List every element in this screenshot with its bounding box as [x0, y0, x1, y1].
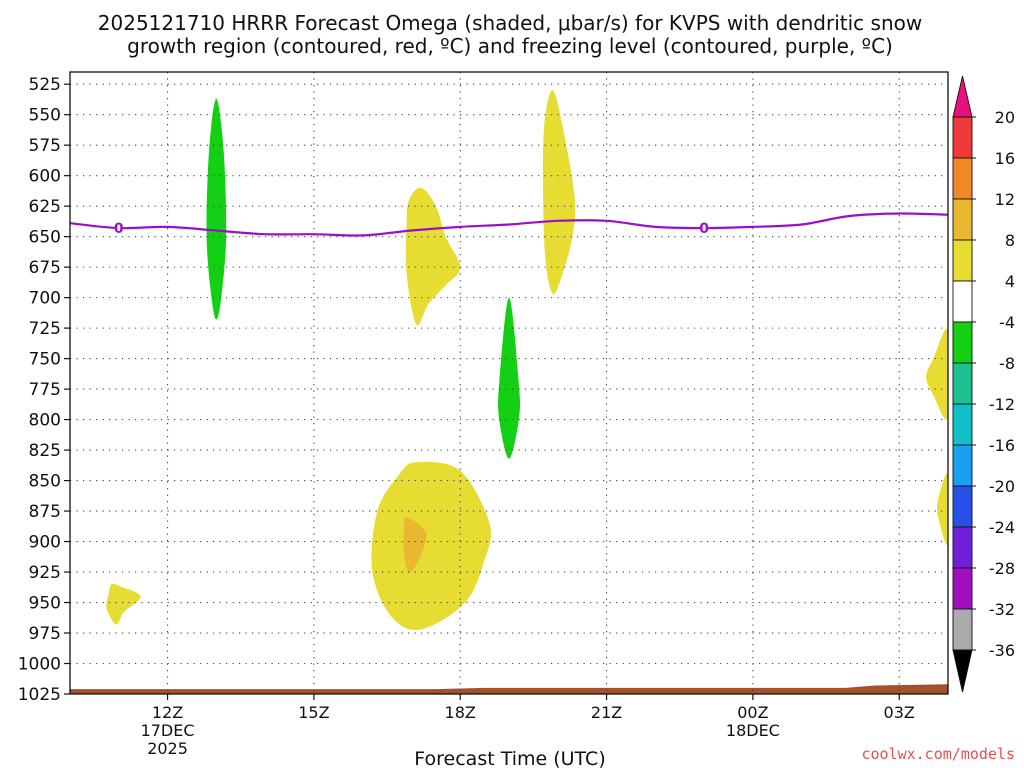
omega-region-0	[206, 98, 227, 320]
colorbar-bin-0	[952, 116, 973, 159]
omega-region-8	[937, 473, 948, 546]
colorbar-bin-10	[952, 526, 973, 569]
colorbar-bin-12	[952, 608, 973, 651]
colorbar-label-1: 16	[995, 149, 1015, 168]
x-tick-label-15-0: 15Z	[298, 703, 329, 722]
y-tick-label-775: 775	[29, 380, 61, 400]
y-tick-label-700: 700	[29, 289, 61, 309]
colorbar-bin-5	[952, 321, 973, 364]
colorbar-label-9: -20	[989, 477, 1015, 496]
colorbar-label-12: -32	[989, 600, 1015, 619]
colorbar-bin-4	[952, 280, 973, 323]
x-tick-label-12-2: 2025	[147, 739, 188, 758]
y-tick-label-875: 875	[29, 502, 61, 522]
colorbar-label-2: 12	[995, 190, 1015, 209]
y-tick-label-525: 525	[29, 75, 61, 95]
freezing-level-label-1: 0	[699, 221, 709, 237]
y-tick-label-800: 800	[29, 411, 61, 431]
colorbar-bin-3	[952, 239, 973, 282]
y-tick-label-725: 725	[29, 319, 61, 339]
omega-region-2	[542, 90, 576, 295]
y-tick-label-625: 625	[29, 197, 61, 217]
y-tick-label-1025: 1025	[18, 685, 61, 705]
y-tick-label-600: 600	[29, 167, 61, 187]
colorbar-label-3: 8	[1005, 231, 1015, 250]
x-tick-label-27-0: 03Z	[884, 703, 915, 722]
omega-region-4	[371, 461, 492, 630]
colorbar-bin-2	[952, 198, 973, 241]
chart-title-line-2: growth region (contoured, red, ºC) and f…	[127, 34, 893, 58]
freezing-label-bg-1	[700, 222, 709, 235]
colorbar-bin-6	[952, 362, 973, 405]
omega-region-1	[498, 297, 520, 459]
y-tick-label-950: 950	[29, 594, 61, 614]
y-axis: 525 550 575 600 625 650 675 700 725 750 775 800 825 8…	[18, 75, 70, 705]
x-tick-label-24-1: 18DEC	[726, 721, 780, 740]
colorbar-bin-9	[952, 485, 973, 528]
x-tick-label-12-1: 17DEC	[141, 721, 195, 740]
x-tick-label-12-0: 12Z	[152, 703, 183, 722]
omega-region-6	[106, 583, 141, 625]
colorbar-label-13: -36	[989, 641, 1015, 660]
x-tick-label-21-0: 21Z	[591, 703, 622, 722]
y-tick-label-750: 750	[29, 350, 61, 370]
y-tick-label-550: 550	[29, 106, 61, 126]
y-tick-label-1000: 1000	[18, 655, 61, 675]
x-axis-label: Forecast Time (UTC)	[414, 748, 605, 768]
colorbar-under-arrow	[952, 649, 973, 693]
y-tick-label-925: 925	[29, 563, 61, 583]
omega-region-7	[926, 328, 948, 420]
colorbar-over-arrow	[952, 75, 973, 118]
y-tick-label-825: 825	[29, 441, 61, 461]
y-tick-label-675: 675	[29, 258, 61, 278]
credit-text[interactable]: coolwx.com/models	[861, 745, 1015, 763]
colorbar-bin-7	[952, 403, 973, 446]
colorbar-label-7: -12	[989, 395, 1015, 414]
chart-title-line-1: 2025121710 HRRR Forecast Omega (shaded, …	[98, 11, 922, 35]
colorbar-label-0: 20	[995, 108, 1015, 127]
colorbar-label-8: -16	[989, 436, 1015, 455]
freezing-level-label-0: 0	[114, 221, 124, 237]
y-tick-label-575: 575	[29, 136, 61, 156]
colorbar-bin-11	[952, 567, 973, 610]
terrain-fill	[70, 684, 948, 694]
y-tick-label-850: 850	[29, 472, 61, 492]
colorbar-label-6: -8	[999, 354, 1015, 373]
freezing-level-line	[69, 212, 949, 237]
plot-frame	[69, 71, 949, 695]
y-tick-label-975: 975	[29, 624, 61, 644]
y-tick-label-650: 650	[29, 228, 61, 248]
x-tick-label-24-0: 00Z	[737, 703, 768, 722]
colorbar-bin-1	[952, 157, 973, 200]
colorbar-label-5: -4	[999, 313, 1015, 332]
colorbar-label-11: -28	[989, 559, 1015, 578]
y-tick-label-900: 900	[29, 533, 61, 553]
colorbar-label-10: -24	[989, 518, 1015, 537]
colorbar: 20 16 12 8 4 -4 -8 -12 -16 -20 -24 -28 -32 -36	[952, 75, 1015, 693]
omega-region-3	[405, 187, 461, 326]
colorbar-label-4: 4	[1005, 272, 1015, 291]
colorbar-bin-8	[952, 444, 973, 487]
freezing-label-bg-0	[114, 222, 123, 235]
x-tick-label-18-0: 18Z	[445, 703, 476, 722]
omega-shading-layer	[70, 90, 948, 694]
omega-region-5	[403, 517, 427, 573]
